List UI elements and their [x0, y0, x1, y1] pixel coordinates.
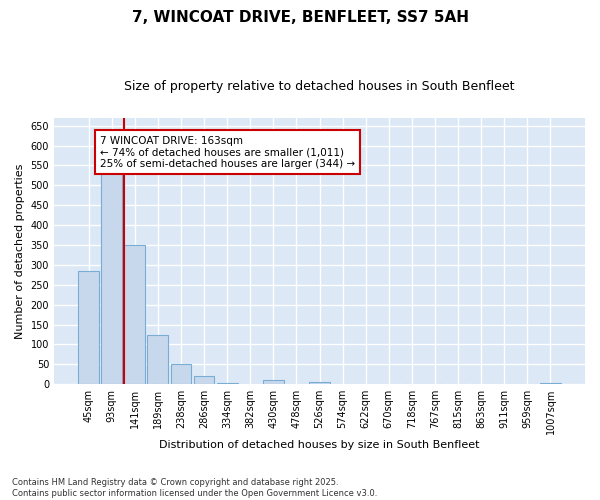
Bar [101, 174, 122, 384]
Bar [148, 334, 168, 384]
Bar [124, 245, 145, 384]
X-axis label: Distribution of detached houses by size in South Benfleet: Distribution of detached houses by size … [159, 440, 480, 450]
Bar [78, 271, 99, 384]
Text: 7 WINCOAT DRIVE: 163sqm
← 74% of detached houses are smaller (1,011)
25% of semi: 7 WINCOAT DRIVE: 163sqm ← 74% of detache… [100, 136, 355, 169]
Text: 7, WINCOAT DRIVE, BENFLEET, SS7 5AH: 7, WINCOAT DRIVE, BENFLEET, SS7 5AH [131, 10, 469, 25]
Text: Contains HM Land Registry data © Crown copyright and database right 2025.
Contai: Contains HM Land Registry data © Crown c… [12, 478, 377, 498]
Bar [309, 382, 330, 384]
Y-axis label: Number of detached properties: Number of detached properties [15, 164, 25, 338]
Bar [263, 380, 284, 384]
Title: Size of property relative to detached houses in South Benfleet: Size of property relative to detached ho… [124, 80, 515, 93]
Bar [540, 383, 561, 384]
Bar [194, 376, 214, 384]
Bar [170, 364, 191, 384]
